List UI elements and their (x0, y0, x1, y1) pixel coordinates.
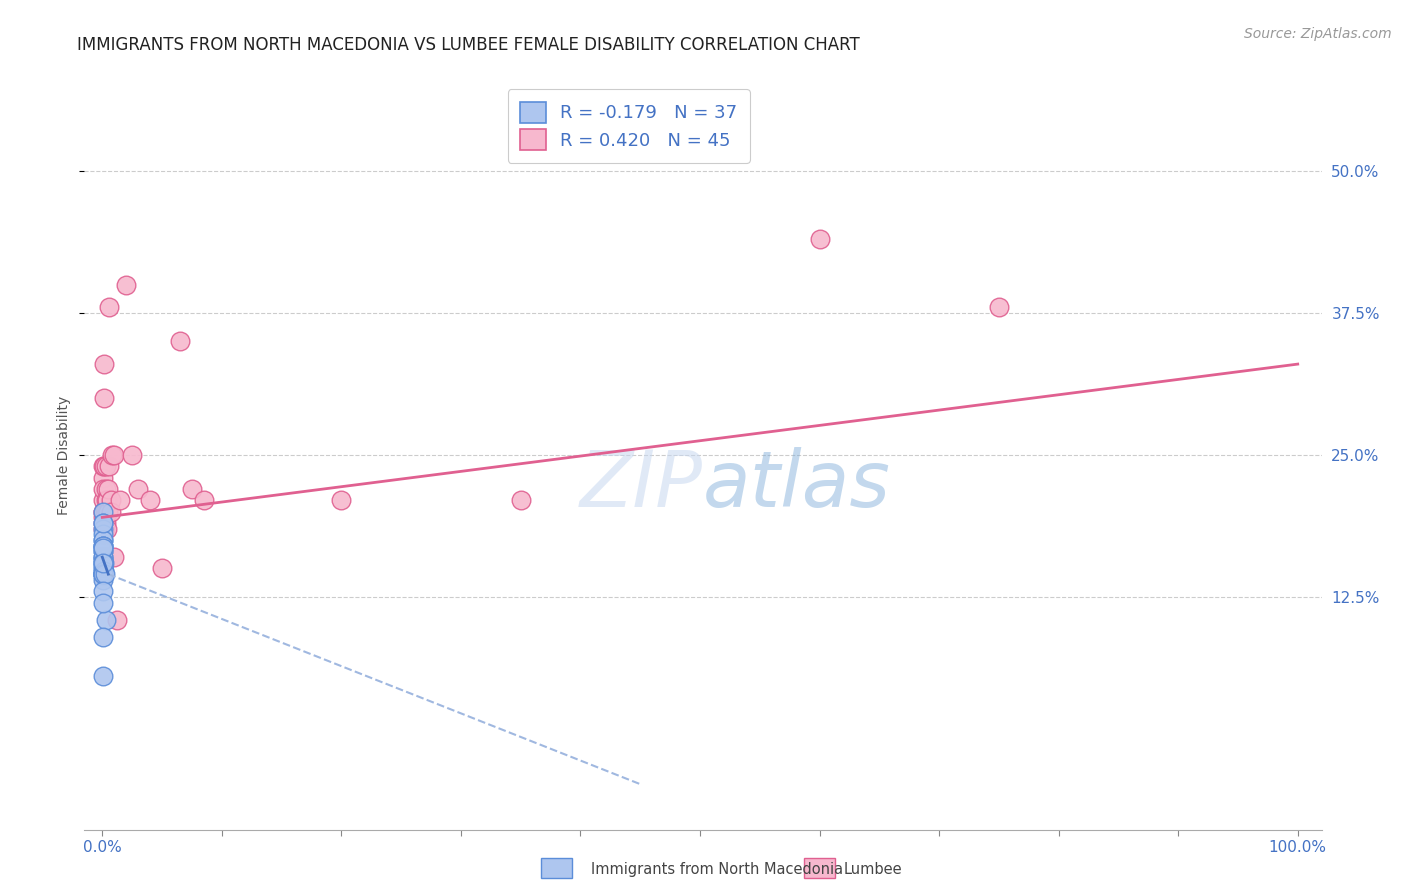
Point (91, 567, 114, 582)
Point (91, 544, 114, 558)
Point (98, 459, 121, 474)
Point (181, 482, 204, 496)
Point (96, 505, 118, 519)
Text: Lumbee: Lumbee (844, 863, 903, 877)
Point (91, 544, 114, 558)
Point (93, 550, 115, 565)
Point (121, 448, 143, 462)
Point (93, 567, 115, 582)
Point (150, 561, 173, 575)
Bar (541, 858, 572, 878)
Point (139, 493, 162, 508)
Point (101, 448, 124, 462)
Point (91, 567, 114, 582)
Point (91, 550, 114, 565)
Point (93, 509, 115, 524)
Point (93, 556, 115, 570)
Point (91, 565, 114, 579)
Text: Immigrants from North Macedonia: Immigrants from North Macedonia (591, 863, 842, 877)
Point (96, 493, 118, 508)
Point (91, 564, 114, 578)
Point (93, 459, 115, 474)
Point (91, 533, 114, 547)
Point (91, 573, 114, 587)
Point (91, 510, 114, 524)
Point (93, 564, 115, 578)
Point (193, 493, 215, 508)
Point (91, 470, 114, 484)
Point (91, 552, 114, 566)
Point (91, 516, 114, 530)
Point (93, 482, 115, 496)
Point (91, 556, 114, 570)
Text: atlas: atlas (703, 447, 891, 523)
Point (169, 334, 191, 349)
Point (127, 482, 149, 496)
Bar (804, 858, 835, 878)
Point (93, 505, 115, 519)
Point (91, 516, 114, 530)
Point (808, 232, 831, 246)
Point (96, 522, 118, 536)
Text: IMMIGRANTS FROM NORTH MACEDONIA VS LUMBEE FEMALE DISABILITY CORRELATION CHART: IMMIGRANTS FROM NORTH MACEDONIA VS LUMBE… (77, 36, 860, 54)
Point (93, 522, 115, 536)
Point (100, 505, 122, 519)
Point (91, 539, 114, 553)
Point (91, 539, 114, 553)
Point (93, 459, 115, 474)
Point (103, 448, 125, 462)
Point (93, 567, 115, 582)
Point (93, 555, 115, 569)
Point (987, 301, 1010, 315)
Point (91, 630, 114, 644)
Point (91, 516, 114, 530)
Point (91, 569, 114, 583)
Point (94, 613, 117, 627)
Point (100, 493, 122, 508)
Point (94, 516, 117, 530)
Point (91, 505, 114, 519)
Point (91, 561, 114, 575)
Point (509, 493, 531, 508)
Point (105, 613, 128, 627)
Point (97, 482, 120, 496)
Point (93, 505, 115, 519)
Point (91, 522, 114, 536)
Point (330, 493, 353, 508)
Point (91, 533, 114, 547)
Point (91, 505, 114, 519)
Point (91, 522, 114, 536)
Point (115, 277, 138, 292)
Point (91, 539, 114, 553)
Point (91, 527, 114, 541)
Legend: R = -0.179   N = 37, R = 0.420   N = 45: R = -0.179 N = 37, R = 0.420 N = 45 (508, 89, 749, 162)
Point (103, 550, 125, 565)
Point (91, 595, 114, 609)
Point (94, 459, 117, 474)
Text: ZIP: ZIP (581, 447, 703, 523)
Point (97, 505, 120, 519)
Point (93, 391, 115, 405)
Y-axis label: Female Disability: Female Disability (58, 395, 72, 515)
Point (91, 559, 114, 574)
Text: Source: ZipAtlas.com: Source: ZipAtlas.com (1244, 27, 1392, 41)
Point (91, 584, 114, 599)
Point (94, 482, 117, 496)
Point (91, 669, 114, 683)
Point (110, 493, 132, 508)
Point (91, 493, 114, 508)
Point (93, 567, 115, 582)
Point (98, 301, 121, 315)
Point (93, 357, 115, 371)
Point (93, 541, 115, 555)
Point (91, 556, 114, 570)
Point (94, 493, 117, 508)
